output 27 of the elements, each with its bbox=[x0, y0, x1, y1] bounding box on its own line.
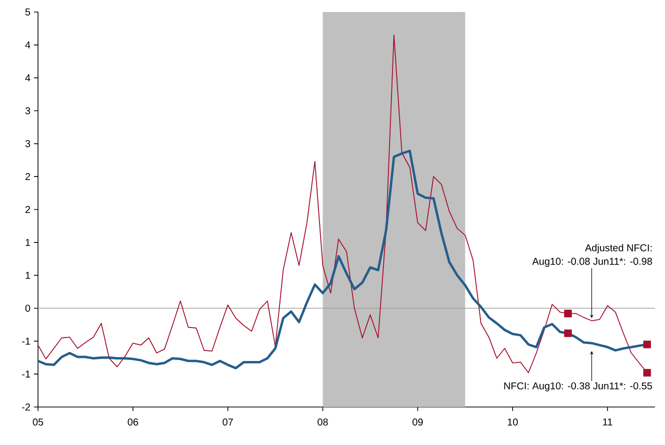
annotation: Adjusted NFCI: bbox=[584, 244, 652, 254]
x-tick-label: 11 bbox=[603, 418, 612, 426]
annotation: NFCI: Aug10: -0.38 Jun11*: -0.55 bbox=[504, 382, 652, 392]
y-tick-label: 2 bbox=[25, 173, 30, 180]
y-tick-label: 1 bbox=[26, 272, 30, 279]
y-tick-label: 0 bbox=[25, 304, 30, 312]
y-tick-label: -2 bbox=[22, 404, 30, 410]
x-tick-label: 10 bbox=[508, 418, 518, 426]
y-tick-label: 3 bbox=[25, 107, 30, 114]
x-tick-label: 09 bbox=[412, 418, 423, 426]
y-tick-label: 2 bbox=[25, 206, 30, 213]
x-tick-label: 05 bbox=[32, 418, 44, 426]
point bbox=[643, 340, 651, 348]
y-tick-label: 4 bbox=[25, 74, 30, 82]
point bbox=[643, 368, 651, 377]
y-tick-label: 5 bbox=[25, 8, 30, 16]
x-tick-label: 08 bbox=[318, 418, 328, 426]
x-tick-label: 06 bbox=[128, 418, 138, 426]
point bbox=[564, 310, 572, 318]
y-tick-label: 1 bbox=[26, 238, 30, 246]
x-tick-label: 07 bbox=[222, 418, 233, 426]
y-tick-label: 4 bbox=[25, 41, 30, 48]
y-tick-label: 3 bbox=[25, 140, 30, 148]
y-tick-label: -1 bbox=[22, 338, 30, 345]
y-tick-label: -1 bbox=[22, 370, 30, 378]
point bbox=[564, 329, 572, 338]
annotation: Aug10: -0.08 Jun11*: -0.98 bbox=[532, 258, 652, 267]
